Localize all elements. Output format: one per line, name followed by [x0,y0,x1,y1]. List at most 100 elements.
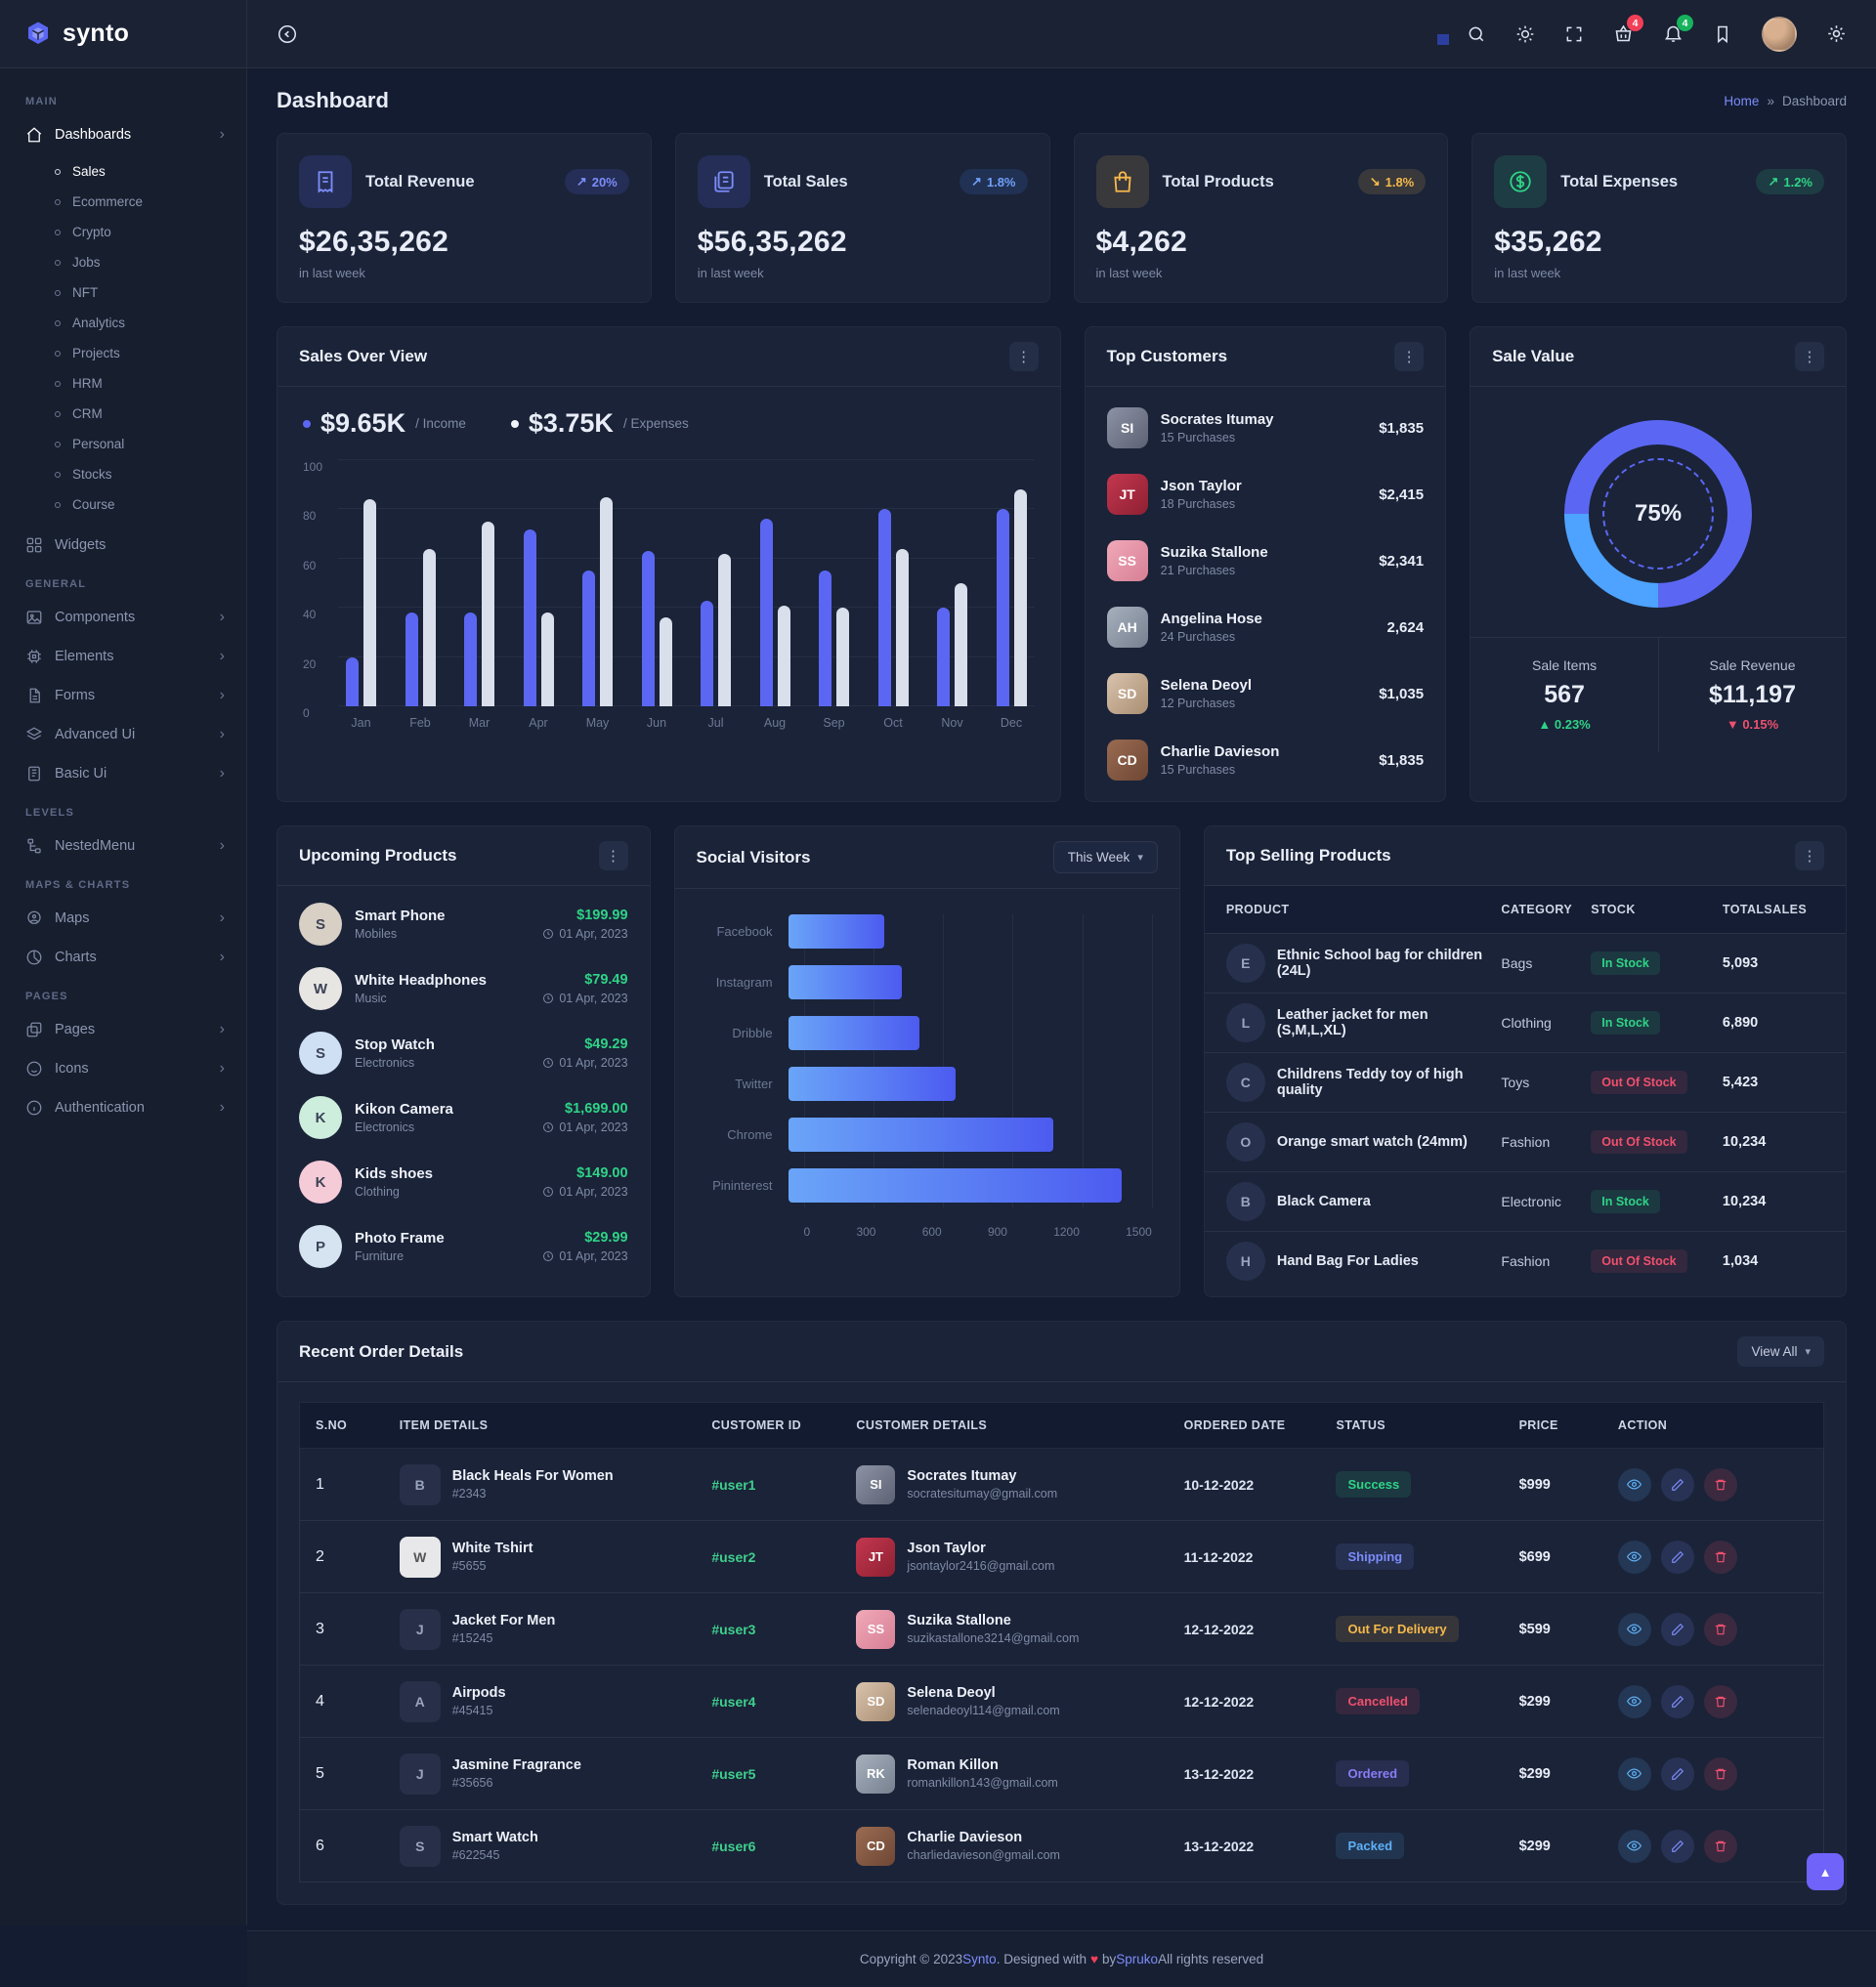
sidebar-item-basic-ui[interactable]: Basic Ui › [0,754,246,793]
sidebar-subitem-hrm[interactable]: HRM [0,368,246,399]
sidebar-item-charts[interactable]: Charts › [0,938,246,977]
sidebar-item-dashboards[interactable]: Dashboards › [0,115,246,154]
view-order-button[interactable] [1618,1830,1651,1863]
card-menu-button[interactable]: ⋮ [1009,342,1039,371]
card-menu-button[interactable]: ⋮ [1795,841,1824,870]
sidebar-subitem-analytics[interactable]: Analytics [0,308,246,338]
customer-avatar: CD [1107,740,1148,781]
sidebar-item-components[interactable]: Components › [0,598,246,637]
scroll-to-top-button[interactable]: ▲ [1807,1853,1844,1890]
social-x-tick-1500: 1500 [1126,1225,1152,1239]
edit-order-button[interactable] [1661,1757,1694,1791]
change-badge: ↘1.8% [1358,169,1427,194]
sidebar-item-pages[interactable]: Pages › [0,1010,246,1049]
sidebar-item-icons[interactable]: Icons › [0,1049,246,1088]
dashboards-submenu: Sales Ecommerce Crypto Jobs NFT Analytic… [0,154,246,526]
view-order-button[interactable] [1618,1613,1651,1646]
sidebar-item-advanced-ui[interactable]: Advanced Ui › [0,715,246,754]
card-menu-button[interactable]: ⋮ [599,841,628,870]
clock-icon [542,1186,554,1198]
view-all-button[interactable]: View All▾ [1737,1336,1824,1367]
sidebar-item-elements[interactable]: Elements › [0,637,246,676]
edit-order-button[interactable] [1661,1830,1694,1863]
view-order-button[interactable] [1618,1685,1651,1718]
sale-value-card: Sale Value ⋮ 75% Sale Items 567 ▲ 0.23% [1470,326,1847,802]
sidebar-item-widgets[interactable]: Widgets [0,526,246,565]
sidebar-item-authentication[interactable]: Authentication › [0,1088,246,1127]
expenses-bar-dec [1014,489,1027,706]
spruko-footer-link[interactable]: Spruko [1116,1952,1158,1966]
chevron-down-icon: ▾ [1137,851,1143,864]
sidebar-item-maps[interactable]: Maps › [0,899,246,938]
income-bar-may [582,571,595,706]
bookmark-icon[interactable] [1713,24,1732,44]
status-badge: Cancelled [1336,1688,1419,1714]
brand-name: synto [63,20,129,48]
product-image: B [1226,1182,1265,1221]
delete-order-button[interactable] [1704,1685,1737,1718]
sidebar-subitem-stocks[interactable]: Stocks [0,459,246,489]
delete-order-button[interactable] [1704,1613,1737,1646]
customer-avatar: RK [856,1754,895,1794]
customer-avatar: SI [856,1465,895,1504]
fullscreen-icon[interactable] [1564,24,1584,44]
sidebar-toggle-icon[interactable] [277,23,298,45]
card-menu-button[interactable]: ⋮ [1394,342,1424,371]
brand-logo[interactable]: synto [0,0,246,68]
theme-sun-icon[interactable] [1515,24,1535,44]
delete-order-button[interactable] [1704,1468,1737,1501]
sidebar-item-forms[interactable]: Forms › [0,676,246,715]
view-order-button[interactable] [1618,1541,1651,1574]
y-tick-20: 20 [303,657,316,671]
sidebar-subitem-crypto[interactable]: Crypto [0,217,246,247]
stat-card-total-revenue: Total Revenue ↗20% $26,35,262 in last we… [277,133,652,303]
income-bar-dec [997,509,1009,706]
sidebar-subitem-ecommerce[interactable]: Ecommerce [0,187,246,217]
delete-order-button[interactable] [1704,1541,1737,1574]
sidebar-subitem-projects[interactable]: Projects [0,338,246,368]
delete-order-button[interactable] [1704,1830,1737,1863]
bullet-icon [55,260,61,266]
breadcrumb-home-link[interactable]: Home [1724,94,1759,108]
sidebar-subitem-nft[interactable]: NFT [0,277,246,308]
sidebar-subitem-sales[interactable]: Sales [0,156,246,187]
sidebar-subitem-course[interactable]: Course [0,489,246,520]
sidebar-subitem-personal[interactable]: Personal [0,429,246,459]
edit-order-button[interactable] [1661,1685,1694,1718]
chevron-right-icon: › [220,950,225,965]
cart-icon[interactable]: 4 [1613,23,1634,44]
delete-order-button[interactable] [1704,1757,1737,1791]
card-menu-button[interactable]: ⋮ [1795,342,1824,371]
synto-footer-link[interactable]: Synto [962,1952,997,1966]
cpu-icon [25,648,43,665]
chevron-right-icon: › [220,838,225,854]
edit-order-button[interactable] [1661,1613,1694,1646]
section-label-pages: PAGES [0,977,246,1010]
x-tick-mar: Mar [464,716,494,730]
edit-order-button[interactable] [1661,1541,1694,1574]
sidebar-subitem-crm[interactable]: CRM [0,399,246,429]
sales-overview-card: Sales Over View ⋮ $9.65K/ Income $3.75K/… [277,326,1061,802]
x-tick-nov: Nov [937,716,967,730]
edit-order-button[interactable] [1661,1468,1694,1501]
bar-group-nov [937,460,967,706]
item-image: J [400,1754,441,1795]
item-image: A [400,1681,441,1722]
user-avatar[interactable] [1762,17,1797,52]
product-image: P [299,1225,342,1268]
y-tick-40: 40 [303,608,316,621]
social-bar-twitter [789,1067,956,1101]
sidebar-subitem-jobs[interactable]: Jobs [0,247,246,277]
gear-icon[interactable] [1826,23,1847,44]
sidebar-item-nestedmenu[interactable]: NestedMenu › [0,826,246,866]
section-label-general: GENERAL [0,565,246,598]
week-filter-button[interactable]: This Week▾ [1053,841,1158,873]
bell-icon[interactable]: 4 [1663,23,1684,44]
search-icon[interactable] [1467,24,1486,44]
heart-icon: ♥ [1090,1952,1098,1966]
view-order-button[interactable] [1618,1468,1651,1501]
view-order-button[interactable] [1618,1757,1651,1791]
